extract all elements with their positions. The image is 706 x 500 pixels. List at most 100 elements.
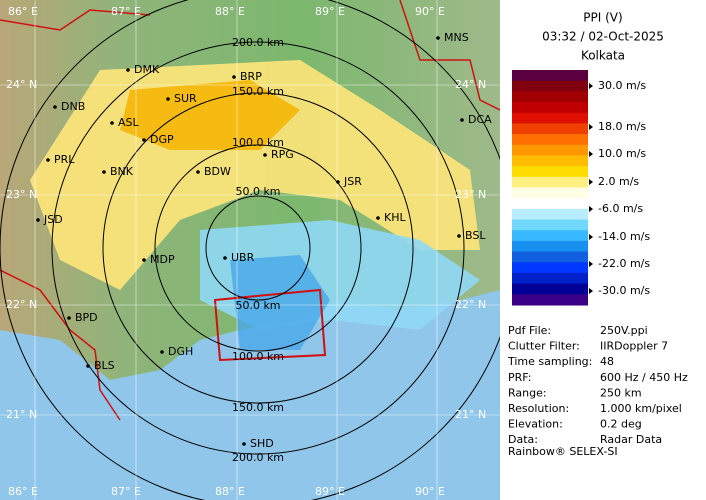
station-dot: [67, 316, 71, 320]
station-dot: [242, 442, 246, 446]
color-swatch: [512, 102, 588, 114]
station-label: RPG: [271, 148, 294, 161]
coastline: [213, 288, 327, 362]
station-dot: [336, 180, 340, 184]
color-swatch: [512, 198, 588, 210]
scale-label: -22.0 m/s: [598, 257, 650, 270]
lon-label: 88° E: [215, 485, 245, 498]
station-dot: [126, 68, 130, 72]
color-swatch: [512, 240, 588, 253]
color-swatch: [512, 176, 588, 188]
range-label: 100.0 km: [232, 350, 284, 363]
range-label: 200.0 km: [232, 36, 284, 49]
range-label: 50.0 km: [235, 299, 280, 312]
range-label: 150.0 km: [232, 85, 284, 98]
scale-arrow: [589, 288, 593, 294]
station-label: BNK: [110, 165, 134, 178]
scale-label: -30.0 m/s: [598, 284, 650, 297]
color-swatch: [512, 272, 588, 285]
lat-label: 24° N: [455, 78, 486, 91]
color-swatch: [512, 166, 588, 178]
lon-label: 90° E: [415, 485, 445, 498]
map: 86° E 86° E 87° E 87° E 88° E 88° E 89° E 89° E…: [0, 0, 500, 500]
station-label: DCA: [468, 113, 492, 126]
scale-arrow: [589, 261, 593, 267]
station-dot: [36, 218, 40, 222]
color-swatch: [512, 80, 588, 92]
lat-label: 21° N: [455, 408, 486, 421]
station-label: DNB: [61, 100, 85, 113]
lon-label: 86° E: [8, 5, 38, 18]
station-label: DGH: [168, 345, 193, 358]
station-dot: [166, 97, 170, 101]
info-value: 0.2 deg: [600, 418, 642, 431]
color-swatch: [512, 112, 588, 124]
station-dot: [436, 36, 440, 40]
color-swatch: [512, 187, 588, 199]
station-dot: [196, 170, 200, 174]
station-dot: [232, 75, 236, 79]
info-key: Clutter Filter:: [508, 340, 580, 353]
station-label: PRL: [54, 153, 75, 166]
color-swatch: [512, 123, 588, 135]
info-value: 250 km: [600, 386, 642, 399]
station-label: BDW: [204, 165, 231, 178]
scale-label: 2.0 m/s: [598, 175, 639, 188]
lat-label: 21° N: [6, 408, 37, 421]
range-label: 50.0 km: [235, 185, 280, 198]
color-swatch: [512, 294, 588, 306]
station-label: ASL: [118, 116, 140, 129]
station-dot: [457, 234, 461, 238]
scale-arrow: [589, 179, 593, 185]
echo-orange: [120, 80, 300, 150]
scale-label: 10.0 m/s: [598, 147, 646, 160]
color-swatch: [512, 262, 588, 274]
lon-label: 90° E: [415, 5, 445, 18]
info-value: 250V.ppi: [600, 324, 648, 337]
color-swatch: [512, 70, 588, 82]
color-swatch: [512, 91, 588, 103]
station-label: MDP: [150, 253, 175, 266]
station-label: UBR: [231, 251, 255, 264]
station-dot: [102, 170, 106, 174]
color-swatch: [512, 155, 588, 167]
lat-label: 22° N: [6, 298, 37, 311]
station-dot: [110, 121, 114, 125]
station-dot: [142, 138, 146, 142]
station-label: BLS: [94, 359, 115, 372]
station-dot: [460, 118, 464, 122]
scale-arrow: [589, 234, 593, 240]
borders: [0, 0, 500, 421]
range-label: 200.0 km: [232, 451, 284, 464]
lon-label: 89° E: [315, 5, 345, 18]
station-dot: [223, 256, 227, 260]
color-swatch: [512, 219, 588, 231]
info-key: Elevation:: [508, 418, 563, 431]
station-label: SUR: [174, 92, 197, 105]
lon-label: 87° E: [111, 485, 141, 498]
info-key: Data:: [508, 433, 538, 446]
station-dot: [376, 216, 380, 220]
scale-arrow: [589, 124, 593, 130]
info-value: IIRDoppler 7: [600, 340, 668, 353]
info-key: Time sampling:: [507, 355, 592, 368]
scale-label: -14.0 m/s: [598, 230, 650, 243]
station-dot: [86, 364, 90, 368]
info-value: 48: [600, 355, 614, 368]
station-label: JSD: [43, 213, 63, 226]
sea: [0, 290, 500, 500]
info-key: Resolution:: [508, 402, 569, 415]
station-label: DGP: [150, 133, 174, 146]
lon-label: 87° E: [111, 5, 141, 18]
echo-blue-dark: [230, 255, 330, 350]
range-label: 100.0 km: [232, 136, 284, 149]
graticule: [0, 0, 500, 500]
scale-label: -6.0 m/s: [598, 202, 643, 215]
lat-label: 22° N: [455, 298, 486, 311]
lon-label: 88° E: [215, 5, 245, 18]
info-key: Pdf File:: [508, 324, 551, 337]
info-value: 1.000 km/pixel: [600, 402, 682, 415]
range-label: 150.0 km: [232, 401, 284, 414]
color-swatch: [512, 283, 588, 295]
